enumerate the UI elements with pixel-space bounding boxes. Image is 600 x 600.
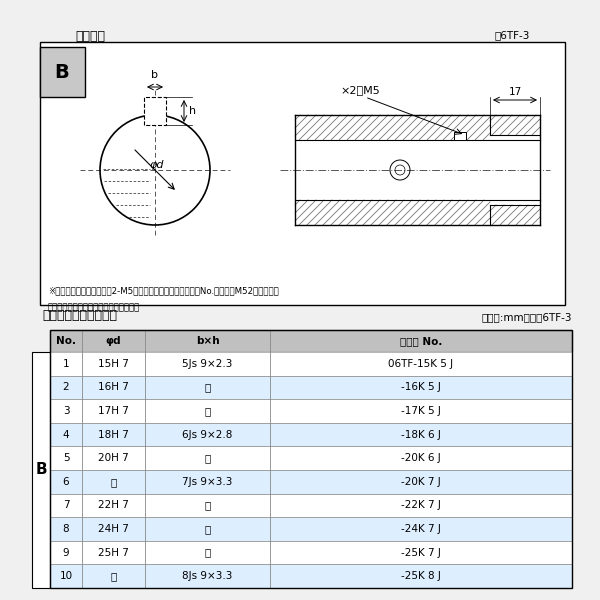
Text: 〃: 〃 bbox=[205, 453, 211, 463]
Text: 3: 3 bbox=[62, 406, 70, 416]
Text: No.: No. bbox=[56, 336, 76, 346]
Polygon shape bbox=[50, 565, 572, 588]
Text: 4: 4 bbox=[62, 430, 70, 440]
Polygon shape bbox=[50, 470, 572, 494]
Polygon shape bbox=[50, 541, 572, 565]
Text: 〃: 〃 bbox=[110, 571, 116, 581]
Text: 6Js 9×2.8: 6Js 9×2.8 bbox=[182, 430, 233, 440]
FancyBboxPatch shape bbox=[40, 47, 85, 97]
Text: b: b bbox=[151, 70, 158, 80]
Text: -22K 7 J: -22K 7 J bbox=[401, 500, 441, 511]
Polygon shape bbox=[50, 376, 572, 399]
Text: 22H 7: 22H 7 bbox=[98, 500, 129, 511]
Text: 1: 1 bbox=[62, 359, 70, 369]
Text: 〃: 〃 bbox=[110, 477, 116, 487]
Polygon shape bbox=[50, 352, 572, 376]
Text: -16K 5 J: -16K 5 J bbox=[401, 382, 441, 392]
Text: 06TF-15K 5 J: 06TF-15K 5 J bbox=[388, 359, 454, 369]
Polygon shape bbox=[32, 352, 50, 588]
Text: -20K 6 J: -20K 6 J bbox=[401, 453, 441, 463]
Text: 5: 5 bbox=[62, 453, 70, 463]
Text: 軸穴形状: 軸穴形状 bbox=[75, 30, 105, 43]
Text: B: B bbox=[35, 463, 47, 478]
Polygon shape bbox=[50, 423, 572, 446]
Text: -20K 7 J: -20K 7 J bbox=[401, 477, 441, 487]
Text: 17: 17 bbox=[508, 87, 521, 97]
Text: 16H 7: 16H 7 bbox=[98, 382, 129, 392]
Text: 25H 7: 25H 7 bbox=[98, 548, 129, 557]
Text: -25K 7 J: -25K 7 J bbox=[401, 548, 441, 557]
Text: 2: 2 bbox=[62, 382, 70, 392]
Text: 8: 8 bbox=[62, 524, 70, 534]
Text: 7Js 9×3.3: 7Js 9×3.3 bbox=[182, 477, 233, 487]
Text: 〃: 〃 bbox=[205, 524, 211, 534]
Text: 24H 7: 24H 7 bbox=[98, 524, 129, 534]
Text: 〃: 〃 bbox=[205, 382, 211, 392]
Text: -18K 6 J: -18K 6 J bbox=[401, 430, 441, 440]
Text: 〃: 〃 bbox=[205, 500, 211, 511]
Text: B: B bbox=[55, 62, 70, 82]
Text: （セットボルトは付属されています。）: （セットボルトは付属されています。） bbox=[48, 303, 140, 312]
Polygon shape bbox=[50, 494, 572, 517]
Text: 5Js 9×2.3: 5Js 9×2.3 bbox=[182, 359, 233, 369]
Text: 〃: 〃 bbox=[205, 406, 211, 416]
Polygon shape bbox=[144, 97, 166, 125]
Polygon shape bbox=[50, 446, 572, 470]
Text: （単位:mm）　表6TF-3: （単位:mm） 表6TF-3 bbox=[482, 312, 572, 322]
Text: 7: 7 bbox=[62, 500, 70, 511]
Polygon shape bbox=[50, 330, 572, 352]
Text: 9: 9 bbox=[62, 548, 70, 557]
Text: 10: 10 bbox=[59, 571, 73, 581]
Text: 17H 7: 17H 7 bbox=[98, 406, 129, 416]
Polygon shape bbox=[50, 517, 572, 541]
Text: 6: 6 bbox=[62, 477, 70, 487]
Polygon shape bbox=[40, 42, 565, 305]
Text: ※セットボルト用タップ（2-M5）が必要な場合は右記コードNo.の末尾にM52を付ける。: ※セットボルト用タップ（2-M5）が必要な場合は右記コードNo.の末尾にM52を… bbox=[48, 286, 279, 295]
Polygon shape bbox=[50, 399, 572, 423]
Polygon shape bbox=[454, 132, 466, 140]
Text: -17K 5 J: -17K 5 J bbox=[401, 406, 441, 416]
Text: 8Js 9×3.3: 8Js 9×3.3 bbox=[182, 571, 233, 581]
Text: ×2－M5: ×2－M5 bbox=[340, 85, 380, 95]
Text: -24K 7 J: -24K 7 J bbox=[401, 524, 441, 534]
Text: -25K 8 J: -25K 8 J bbox=[401, 571, 441, 581]
Text: 〃: 〃 bbox=[205, 548, 211, 557]
Text: b×h: b×h bbox=[196, 336, 220, 346]
Text: 20H 7: 20H 7 bbox=[98, 453, 129, 463]
Text: φd: φd bbox=[150, 160, 164, 170]
Text: コード No.: コード No. bbox=[400, 336, 442, 346]
Text: 囶6TF-3: 囶6TF-3 bbox=[494, 30, 530, 40]
Text: 18H 7: 18H 7 bbox=[98, 430, 129, 440]
Text: h: h bbox=[189, 106, 196, 116]
Text: 15H 7: 15H 7 bbox=[98, 359, 129, 369]
Text: 軸穴形状コード一覧表: 軸穴形状コード一覧表 bbox=[42, 309, 117, 322]
Text: φd: φd bbox=[106, 336, 121, 346]
